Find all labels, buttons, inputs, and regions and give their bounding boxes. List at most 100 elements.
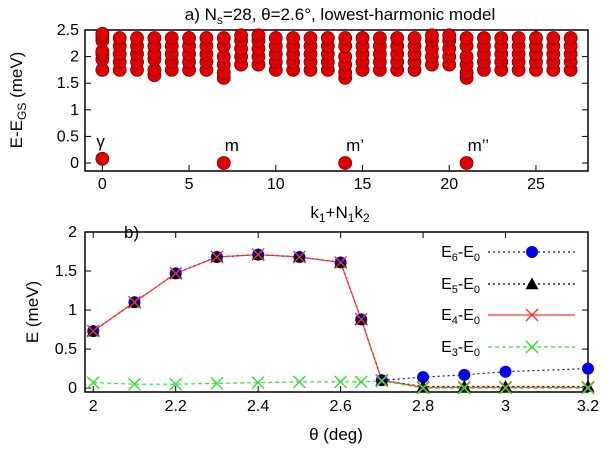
panel-a-frame <box>84 29 589 172</box>
b-ytick-label: 1 <box>68 302 77 319</box>
energy-level-point <box>164 31 179 45</box>
b-xtick-label: 2.6 <box>329 398 351 415</box>
energy-level-point <box>477 31 491 45</box>
series-point <box>458 368 471 381</box>
legend-label: E4-E0 <box>441 307 480 327</box>
energy-level-point <box>95 26 110 41</box>
series-point <box>251 376 265 390</box>
energy-level-point <box>268 31 283 45</box>
energy-level-point <box>424 28 439 43</box>
a-xtick-label: 25 <box>527 176 545 193</box>
series-point <box>581 381 595 395</box>
series-point <box>169 266 183 280</box>
legend-label: E3-E0 <box>441 339 480 359</box>
series-point <box>457 380 471 392</box>
legend-label: E5-E0 <box>441 276 480 296</box>
b-xtick-label: 2.8 <box>412 398 434 415</box>
legend-marker <box>526 246 538 258</box>
energy-level-point <box>511 31 526 45</box>
panel-a-title: a) Ns=28, θ=2.6°, lowest-harmonic model <box>185 5 495 27</box>
a-xtick-label: 0 <box>98 176 107 193</box>
legend-marker <box>525 308 539 322</box>
series-point <box>499 381 513 395</box>
panel-b-ylabel: E (meV) <box>23 281 42 343</box>
energy-level-point <box>407 31 422 45</box>
point-annotation: m’’ <box>468 136 489 155</box>
point-annotation: m’ <box>346 136 364 155</box>
panel-a: a) Ns=28, θ=2.6°, lowest-harmonic model … <box>7 5 589 225</box>
a-ytick-label: 0 <box>70 155 79 172</box>
energy-level-point <box>112 31 127 45</box>
b-xtick-label: 2 <box>89 398 98 415</box>
b-ytick-label: 0.5 <box>55 341 77 358</box>
energy-level-point <box>494 31 509 45</box>
a-ytick-label: 1 <box>70 102 79 119</box>
series-point <box>127 377 141 391</box>
a-xtick-label: 5 <box>185 176 194 193</box>
energy-level-point <box>251 28 266 43</box>
energy-level-point <box>303 31 318 45</box>
point-annotation: γ <box>96 132 105 151</box>
series-point <box>416 381 430 395</box>
energy-level-point <box>563 31 578 45</box>
energy-level-point <box>529 31 543 45</box>
energy-level-point <box>338 31 353 45</box>
energy-level-point <box>286 31 301 45</box>
energy-level-point <box>95 151 110 166</box>
b-xtick-label: 2.4 <box>247 398 269 415</box>
b-ytick-label: 0 <box>68 380 77 397</box>
energy-level-point <box>199 31 214 45</box>
energy-level-point <box>216 31 231 45</box>
legend-marker <box>525 277 539 290</box>
energy-level-point <box>372 31 387 45</box>
a-ytick-label: 1.5 <box>57 75 79 92</box>
series-point <box>334 255 348 269</box>
series-point <box>210 250 224 264</box>
energy-level-point <box>390 31 405 45</box>
b-ytick-label: 2 <box>68 224 77 241</box>
series-point <box>582 362 594 375</box>
legend-marker <box>525 340 539 354</box>
panel-b: b) 2 2.2 2.4 2.6 2.8 3 3.200.511.52 E6-E0E5-E0… <box>23 223 599 444</box>
energy-level-point <box>546 31 561 45</box>
series-point <box>127 295 141 309</box>
series-point <box>292 375 306 389</box>
panel-a-xlabel: k1+N1k2 <box>310 203 370 225</box>
energy-level-point <box>459 156 474 170</box>
panel-b-xlabel: θ (deg) <box>309 425 363 444</box>
panel-b-frame <box>84 231 589 393</box>
series-point <box>499 380 513 392</box>
a-xtick-label: 15 <box>354 176 372 193</box>
series-point <box>210 376 224 390</box>
a-ytick-label: 2.5 <box>57 22 79 39</box>
a-xtick-label: 10 <box>267 176 285 193</box>
energy-level-point <box>338 156 353 170</box>
energy-level-point <box>459 31 474 45</box>
series-point <box>416 380 430 392</box>
energy-level-point <box>182 31 196 45</box>
legend-label: E6-E0 <box>441 244 480 264</box>
a-ytick-label: 0.5 <box>57 128 79 145</box>
series-point <box>86 324 100 338</box>
energy-level-point <box>147 31 162 45</box>
series-point <box>169 377 183 391</box>
energy-level-point <box>320 31 335 45</box>
b-xtick-label: 2.2 <box>165 398 187 415</box>
panel-a-ylabel: E-EGS (meV) <box>7 52 29 149</box>
a-xtick-label: 20 <box>440 176 458 193</box>
series-line <box>92 254 588 388</box>
series-point <box>86 376 100 390</box>
series-line <box>92 254 589 381</box>
energy-level-point <box>216 156 231 170</box>
series-point <box>334 375 348 389</box>
series-point <box>354 312 368 326</box>
series-point <box>292 250 306 264</box>
b-xtick-label: 3.2 <box>577 398 599 415</box>
series-point <box>457 381 471 395</box>
point-annotation: m <box>225 136 239 155</box>
energy-level-point <box>234 28 249 43</box>
series-point <box>354 375 368 389</box>
b-xtick-label: 3 <box>501 398 510 415</box>
energy-level-point <box>442 28 457 43</box>
